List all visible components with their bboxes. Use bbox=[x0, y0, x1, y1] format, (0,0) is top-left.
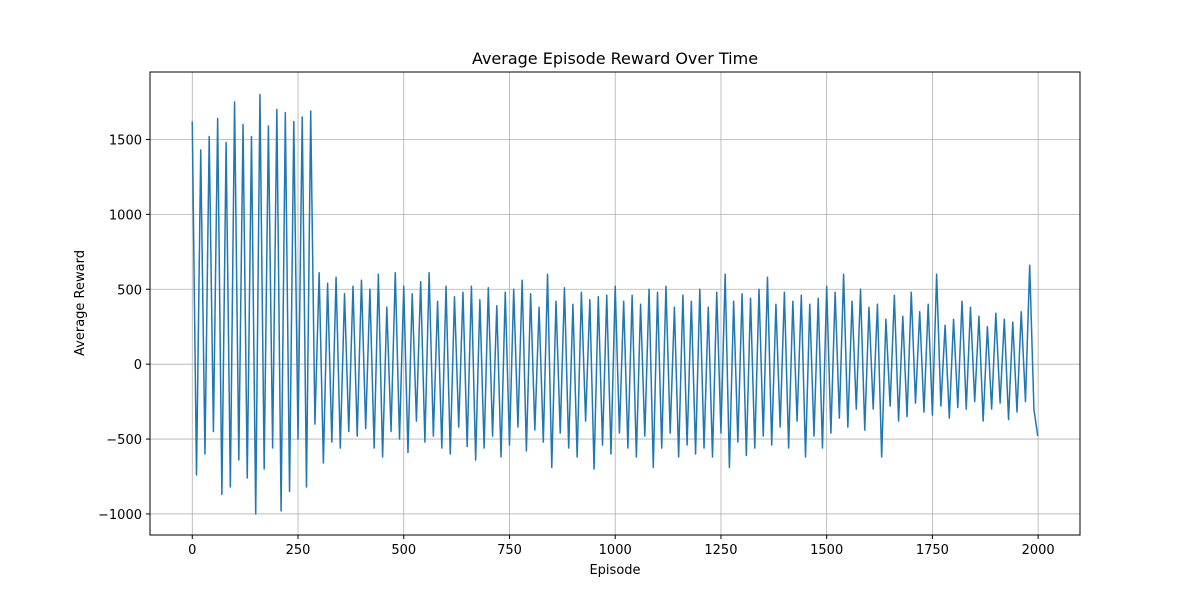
data-line bbox=[191, 93, 1039, 515]
x-tick-label: 500 bbox=[391, 543, 416, 558]
x-tick-label: 1750 bbox=[916, 543, 949, 558]
chart-title: Average Episode Reward Over Time bbox=[472, 49, 758, 68]
x-tick-label: 750 bbox=[497, 543, 522, 558]
y-tick-label: 1000 bbox=[109, 208, 142, 223]
y-tick-label: −1000 bbox=[98, 508, 142, 523]
y-tick-label: −500 bbox=[106, 433, 142, 448]
x-tick-label: 1000 bbox=[599, 543, 632, 558]
y-axis-label: Average Reward bbox=[73, 250, 88, 356]
ticks: 0 250 500 750 1000 1250 1500 1750 2000 −1000 −500 0… bbox=[98, 133, 1055, 558]
y-tick-label: 500 bbox=[117, 283, 142, 298]
x-tick-label: 2000 bbox=[1022, 543, 1055, 558]
x-axis-label: Episode bbox=[589, 563, 640, 578]
plot bbox=[191, 93, 1039, 515]
x-tick-label: 0 bbox=[188, 543, 196, 558]
y-tick-label: 1500 bbox=[109, 133, 142, 148]
x-tick-label: 1250 bbox=[704, 543, 737, 558]
x-tick-label: 1500 bbox=[810, 543, 843, 558]
x-tick-label: 250 bbox=[286, 543, 311, 558]
y-tick-label: 0 bbox=[134, 358, 142, 373]
